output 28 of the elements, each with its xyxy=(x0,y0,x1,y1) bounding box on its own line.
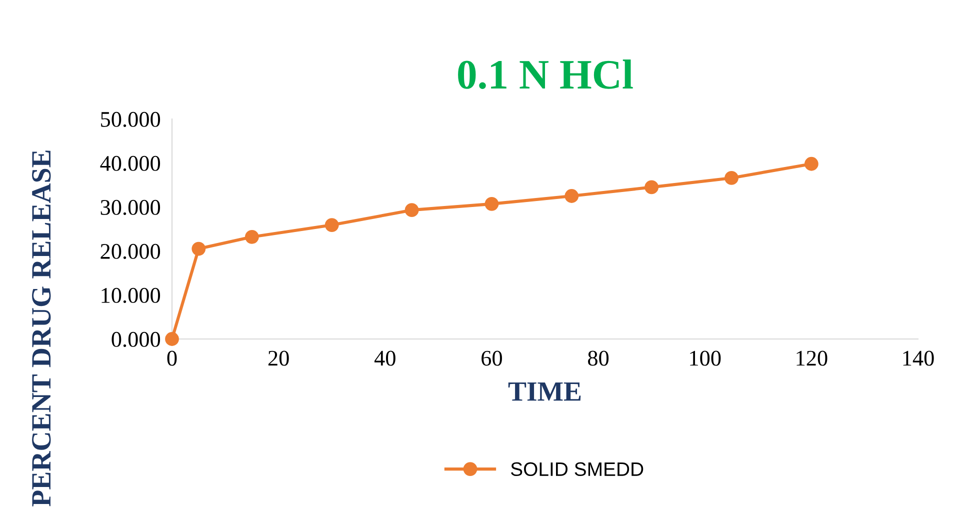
y-tick-label: 50.000 xyxy=(101,112,160,128)
y-tick-label: 10.000 xyxy=(102,288,160,304)
legend-label: SOLID SMEDD xyxy=(510,462,644,476)
y-axis-title: PERCENT DRUG RELEASE xyxy=(32,150,51,506)
x-tick-label: 0 xyxy=(167,350,177,366)
point xyxy=(244,230,259,244)
x-tick-label: 140 xyxy=(903,350,934,366)
point xyxy=(404,203,419,218)
x-tick-label: 80 xyxy=(588,350,609,366)
point xyxy=(564,189,579,203)
x-tick-label: 40 xyxy=(374,350,396,366)
y-tick-label: 0.000 xyxy=(112,332,160,348)
x-tick-label: 20 xyxy=(268,350,289,366)
y-tick-label: 30.000 xyxy=(100,200,160,216)
point xyxy=(324,218,339,232)
point xyxy=(484,196,499,211)
point xyxy=(724,171,738,185)
x-tick-label: 120 xyxy=(796,350,828,366)
point xyxy=(804,156,818,171)
x-axis-title: TIME xyxy=(508,382,581,401)
point xyxy=(165,332,179,346)
x-tick-label: 100 xyxy=(690,350,721,366)
y-tick-label: 20.000 xyxy=(100,244,160,260)
y-tick-label: 40.000 xyxy=(100,156,160,172)
x-tick-label: 60 xyxy=(482,350,502,366)
point xyxy=(644,180,659,194)
point xyxy=(192,242,206,256)
chart-title: 0.1 N HCl xyxy=(458,60,633,90)
